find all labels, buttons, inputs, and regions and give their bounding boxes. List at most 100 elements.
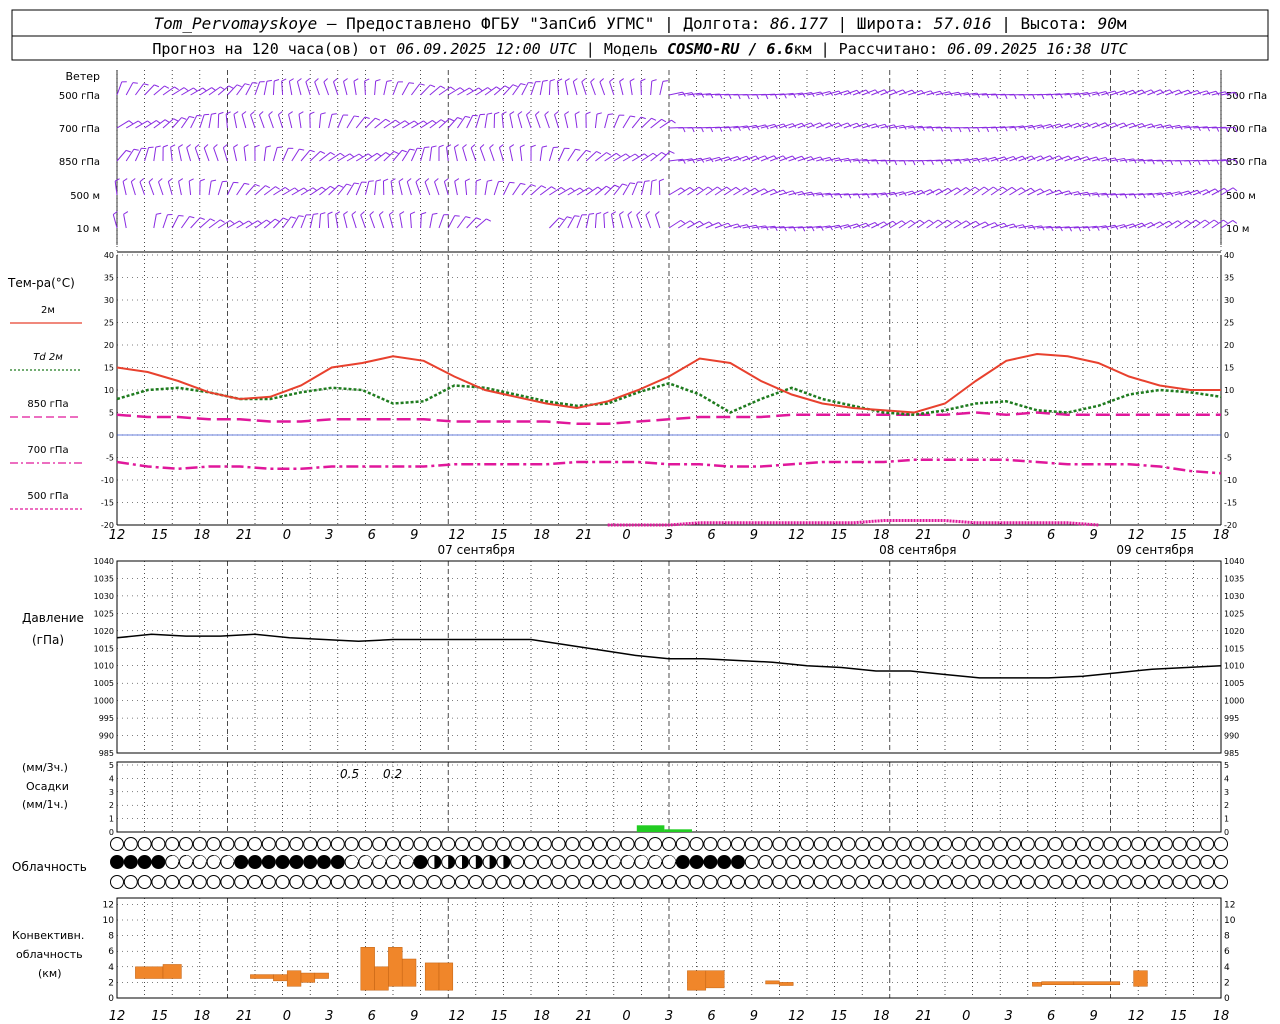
wind-barb <box>388 214 394 229</box>
wind-barb <box>254 185 266 196</box>
wind-barb <box>990 186 1003 196</box>
header-part-2: 86.177 <box>770 14 828 33</box>
wind-barb-feather <box>652 152 658 157</box>
wind-barb-feather <box>446 144 452 148</box>
wind-barb-feather <box>557 78 563 82</box>
wind-level-label: 850 гПа <box>1226 157 1267 168</box>
wind-barb-feather <box>947 219 952 224</box>
cloud-symbol <box>151 837 166 851</box>
wind-barb-feather <box>1132 122 1137 128</box>
header-part-0: Прогноз на 120 часа(ов) от <box>152 40 396 58</box>
wind-barb <box>641 117 652 129</box>
wind-barb-feather <box>820 91 824 97</box>
wind-barb-feather <box>399 211 405 215</box>
temp-tick: -5 <box>1224 454 1232 463</box>
cloud-symbol-half <box>462 855 469 869</box>
wind-barb-feather <box>1021 187 1026 192</box>
wind-barb <box>489 147 495 162</box>
wind-barb <box>509 147 514 162</box>
wind-barb <box>733 155 747 162</box>
wind-barb <box>594 213 597 229</box>
wind-barb-feather <box>629 182 636 185</box>
wind-barb <box>122 181 127 196</box>
wind-barb <box>908 189 922 196</box>
cloud-symbol <box>358 837 373 851</box>
wind-barb <box>585 214 590 229</box>
wind-barb <box>501 114 504 129</box>
wind-barb-feather <box>1150 89 1155 94</box>
wind-barb-feather <box>700 92 705 98</box>
wind-barb <box>273 186 286 196</box>
wind-barb-feather <box>829 192 833 198</box>
wind-barb-feather <box>671 119 676 124</box>
wind-barb-feather <box>211 112 217 115</box>
wind-barb <box>963 186 976 196</box>
temp-tick: -15 <box>101 499 114 508</box>
wind-barb <box>604 152 617 162</box>
wind-barb <box>889 124 904 129</box>
cloud-symbol <box>1145 837 1159 851</box>
cloud-symbol <box>1117 875 1132 889</box>
cloud-symbol <box>896 875 911 889</box>
wind-barb <box>677 220 691 229</box>
wind-barb-feather <box>339 152 345 157</box>
wind-barb <box>502 182 511 196</box>
cloud-symbol <box>1158 875 1173 889</box>
wind-barb <box>834 90 849 96</box>
cloud-symbol <box>441 837 456 851</box>
cloud-symbol <box>261 855 276 869</box>
wind-barb <box>153 147 157 162</box>
wind-barb <box>944 158 959 162</box>
cloud-symbol <box>951 855 966 869</box>
wind-barb <box>1184 89 1198 96</box>
wind-barb-feather <box>874 89 879 94</box>
wind-barb <box>250 114 256 129</box>
convective-bar <box>162 964 182 979</box>
pressure-tick: 1005 <box>94 679 114 688</box>
wind-barb <box>613 114 620 129</box>
wind-barb <box>401 82 410 96</box>
wind-barb-feather <box>689 187 695 191</box>
series-t2m <box>116 352 1221 414</box>
wind-barb <box>365 152 378 162</box>
wind-barb <box>254 81 261 96</box>
wind-barb <box>705 186 718 196</box>
wind-barb <box>521 82 529 96</box>
cloud-symbol <box>731 875 745 889</box>
wind-barb-feather <box>526 111 531 116</box>
wind-barb <box>364 181 370 196</box>
wind-barb <box>1064 155 1078 162</box>
cloud-symbol <box>137 837 152 851</box>
wind-barb <box>123 214 127 229</box>
hour-tick: 15 <box>1170 1009 1187 1024</box>
precip-tick: 2 <box>1224 801 1229 810</box>
wind-barb <box>383 151 395 162</box>
cloud-symbol <box>441 875 456 889</box>
wind-barb <box>1128 123 1143 129</box>
convective-bar <box>374 966 389 991</box>
header-part-2: | Модель <box>577 40 667 58</box>
pressure-tick: 985 <box>1224 749 1239 758</box>
temperature-series <box>116 352 1222 527</box>
wind-barb-feather <box>470 144 476 149</box>
cloud-symbol <box>1048 855 1063 869</box>
cloud-symbol <box>703 855 718 869</box>
wind-barb <box>852 158 867 162</box>
header-part-3: COSMO-RU / 6.6 <box>667 40 793 58</box>
cloud-symbol <box>386 875 400 889</box>
cloud-symbol <box>151 875 166 889</box>
convective-bar <box>687 970 707 991</box>
wind-barb <box>862 159 877 162</box>
wind-barb <box>1165 124 1180 129</box>
temp-tick: 20 <box>1224 341 1234 350</box>
wind-barb <box>650 118 662 129</box>
wind-barb <box>917 219 930 229</box>
wind-barb <box>420 119 433 129</box>
wind-barb-feather <box>122 178 128 182</box>
wind-barb <box>429 214 433 229</box>
wind-barb <box>1147 159 1162 162</box>
cloud-symbol <box>827 875 842 889</box>
cloud-symbol-half <box>434 855 441 869</box>
cloud-symbol <box>813 855 828 869</box>
